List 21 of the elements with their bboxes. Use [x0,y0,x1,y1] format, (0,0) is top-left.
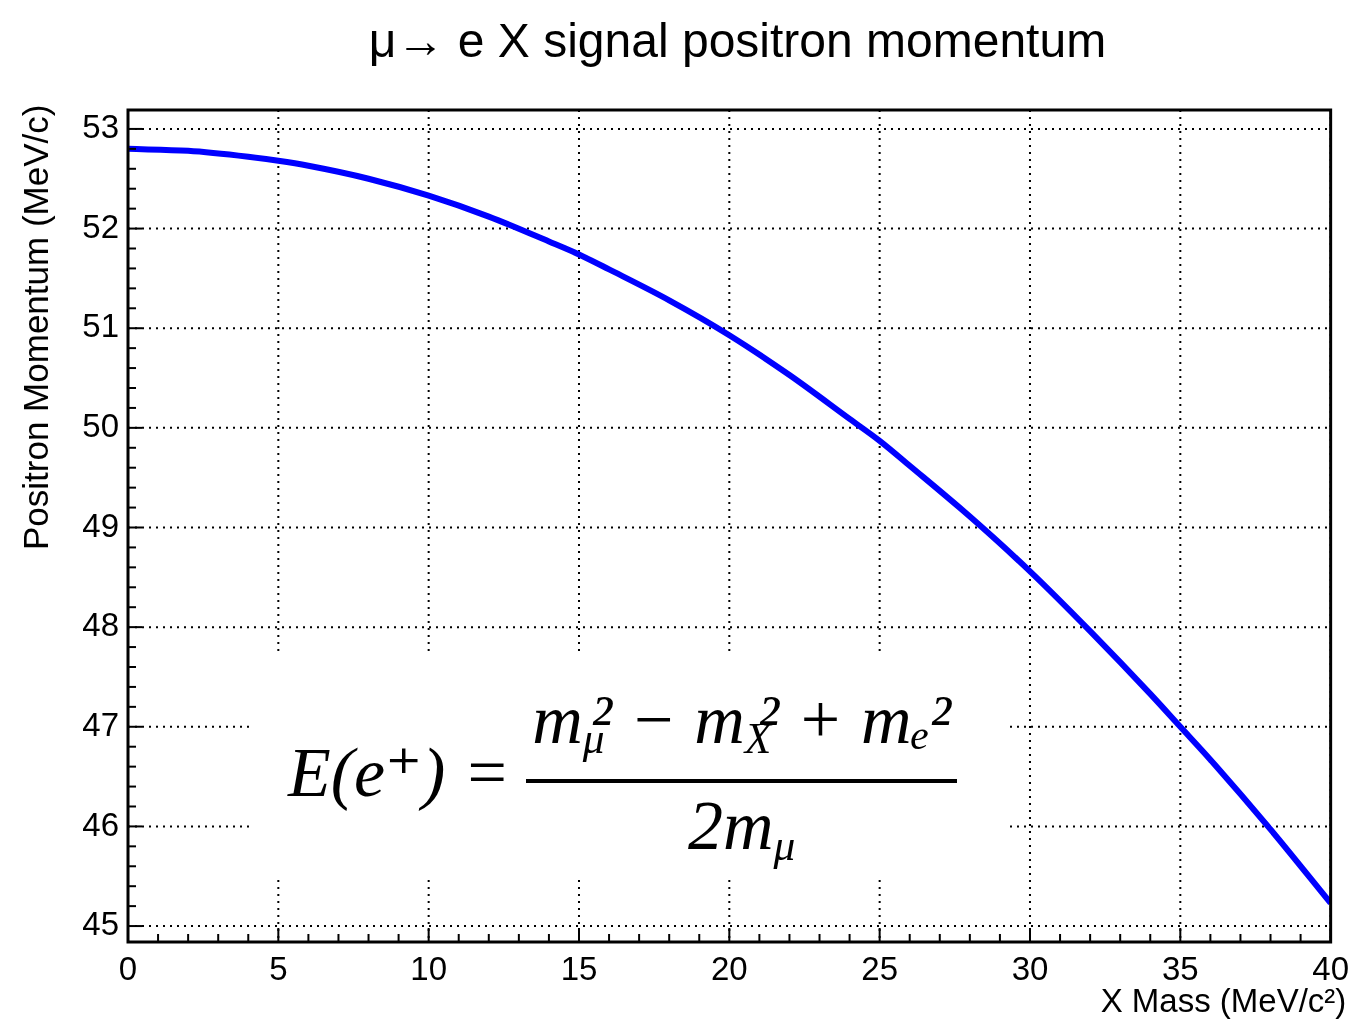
x-tick-label: 25 [861,949,899,987]
annotation: 2m$_{μ}$ [687,786,796,869]
annotation: E(e⁺) = [288,733,511,811]
y-tick-label: 50 [82,406,119,444]
x-tick-label: 20 [710,949,748,987]
y-tick-label: 51 [82,307,119,345]
x-tick-label: 15 [560,949,598,987]
y-tick-label: 47 [82,705,119,743]
annotation: m$_{μ}$² − m$_{X}$² + mₑ² [531,680,953,763]
x-tick-label: 10 [410,949,448,987]
chart-title: μ→ e X signal positron momentum [368,14,1107,67]
y-axis-title: Positron Momentum (MeV/c) [16,104,55,550]
x-tick-label: 30 [1011,949,1049,987]
x-tick-label: 5 [269,949,288,987]
y-tick-label: 45 [82,905,119,943]
x-tick-label: 0 [118,949,138,987]
y-tick-label: 53 [82,108,119,146]
y-tick-label: 46 [82,805,119,843]
y-tick-label: 52 [82,207,119,245]
y-tick-label: 49 [82,506,119,544]
y-tick-label: 48 [82,606,119,644]
